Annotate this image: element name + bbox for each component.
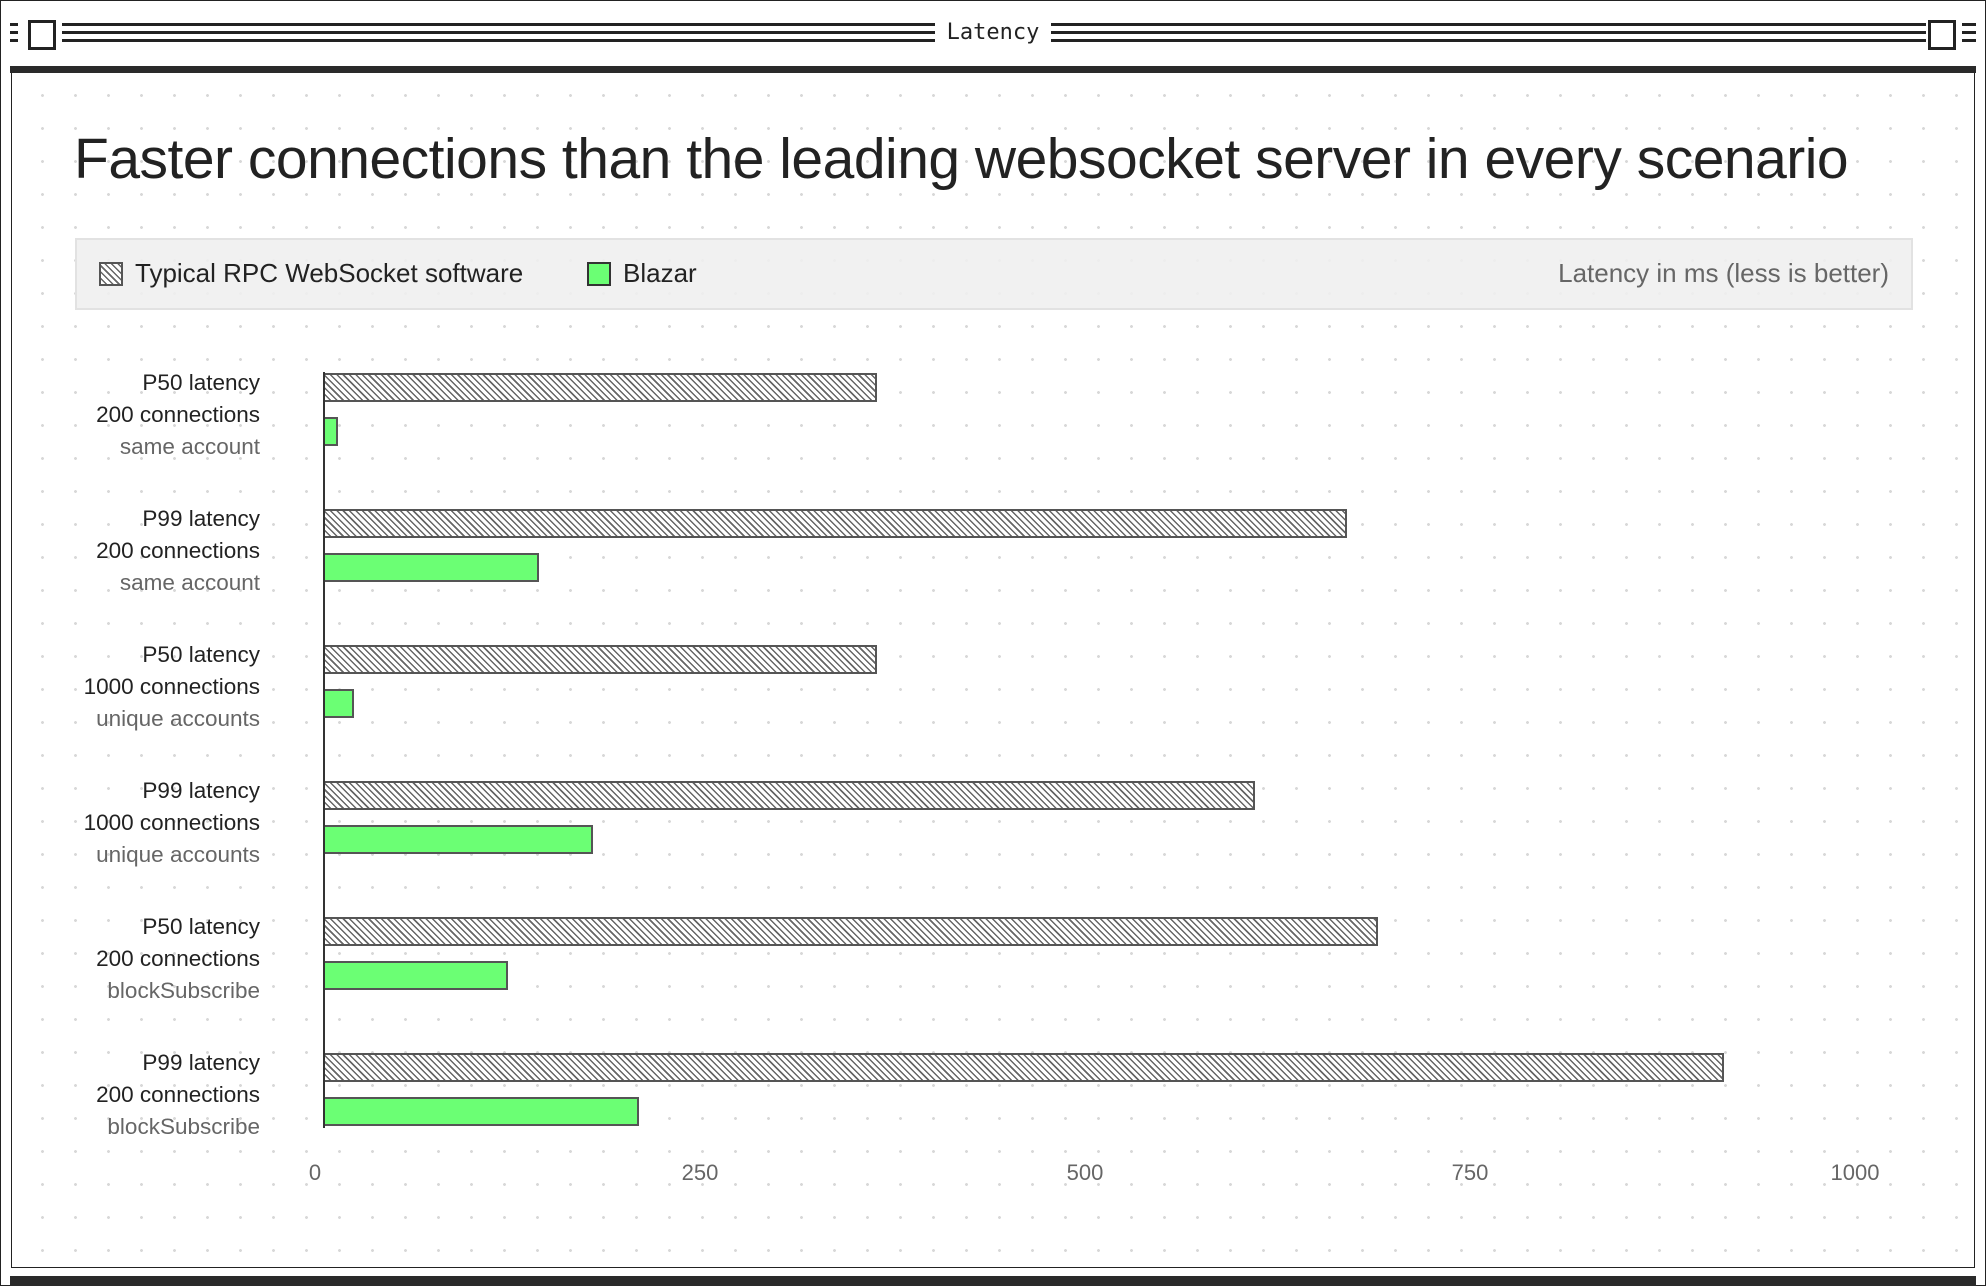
bar-blazar bbox=[323, 417, 339, 446]
bar-blazar bbox=[323, 553, 539, 582]
bar-typical bbox=[323, 373, 878, 402]
category-label-line: 200 connections bbox=[96, 402, 260, 427]
category-label-line: same account bbox=[119, 570, 260, 595]
maximize-window-button[interactable] bbox=[1928, 20, 1956, 50]
category-label-line: 1000 connections bbox=[83, 674, 260, 699]
x-tick-label: 0 bbox=[308, 1160, 322, 1185]
bar-typical bbox=[323, 917, 1378, 946]
category-label: P99 latency 200 connections blockSubscribe bbox=[40, 1047, 260, 1143]
category-label-line: unique accounts bbox=[96, 842, 260, 867]
window-titlebar: Latency bbox=[0, 14, 1986, 54]
category-label-line: unique accounts bbox=[96, 706, 260, 731]
category-label-line: P99 latency bbox=[142, 506, 260, 531]
hatch-swatch-icon bbox=[99, 261, 123, 286]
category-label-line: blockSubscribe bbox=[107, 1114, 260, 1139]
bar-typical bbox=[323, 509, 1348, 538]
legend-item-typical: Typical RPC WebSocket software bbox=[99, 258, 523, 289]
x-tick-label: 750 bbox=[1451, 1160, 1489, 1185]
category-label: P50 latency 200 connections blockSubscribe bbox=[40, 911, 260, 1007]
bar-typical bbox=[323, 1053, 1725, 1082]
bar-blazar bbox=[323, 1097, 639, 1126]
green-swatch-icon bbox=[587, 261, 611, 286]
category-label: P99 latency 1000 connections unique accoun… bbox=[40, 775, 260, 871]
unit-label: Latency in ms (less is better) bbox=[1558, 258, 1889, 288]
divider bbox=[10, 1276, 1976, 1286]
category-label-line: blockSubscribe bbox=[107, 978, 260, 1003]
category-label-line: P50 latency bbox=[142, 370, 260, 395]
category-label-line: 200 connections bbox=[96, 1082, 260, 1107]
y-axis-line bbox=[323, 372, 325, 1128]
legend-item-blazar: Blazar bbox=[587, 258, 697, 289]
chart-title: Faster connections than the leading webs… bbox=[74, 127, 1849, 191]
category-label-line: 1000 connections bbox=[83, 810, 260, 835]
legend: Typical RPC WebSocket software Blazar La… bbox=[75, 238, 1913, 310]
category-label-line: same account bbox=[119, 434, 260, 459]
legend-label: Typical RPC WebSocket software bbox=[135, 258, 524, 288]
bar-typical bbox=[323, 645, 878, 674]
x-tick-label: 250 bbox=[681, 1160, 719, 1185]
bar-typical bbox=[323, 781, 1255, 810]
category-label-line: P99 latency bbox=[142, 1050, 260, 1075]
close-window-button[interactable] bbox=[28, 20, 56, 50]
category-label: P50 latency 200 connections same account bbox=[40, 367, 260, 463]
category-label-line: 200 connections bbox=[96, 946, 260, 971]
divider bbox=[10, 66, 1976, 73]
legend-label: Blazar bbox=[623, 258, 697, 288]
category-label: P99 latency 200 connections same account bbox=[40, 503, 260, 599]
category-label-line: P99 latency bbox=[142, 778, 260, 803]
window-title: Latency bbox=[934, 20, 1052, 45]
bar-blazar bbox=[323, 689, 354, 718]
x-tick-label: 500 bbox=[1066, 1160, 1104, 1185]
category-label-line: P50 latency bbox=[142, 914, 260, 939]
bar-blazar bbox=[323, 961, 508, 990]
category-label: P50 latency 1000 connections unique accoun… bbox=[40, 639, 260, 735]
bar-blazar bbox=[323, 825, 593, 854]
titlebar-stripes bbox=[10, 23, 18, 45]
x-tick-label: 1000 bbox=[1830, 1160, 1880, 1185]
category-label-line: P50 latency bbox=[142, 642, 260, 667]
category-label-line: 200 connections bbox=[96, 538, 260, 563]
titlebar-stripes bbox=[1962, 23, 1976, 45]
